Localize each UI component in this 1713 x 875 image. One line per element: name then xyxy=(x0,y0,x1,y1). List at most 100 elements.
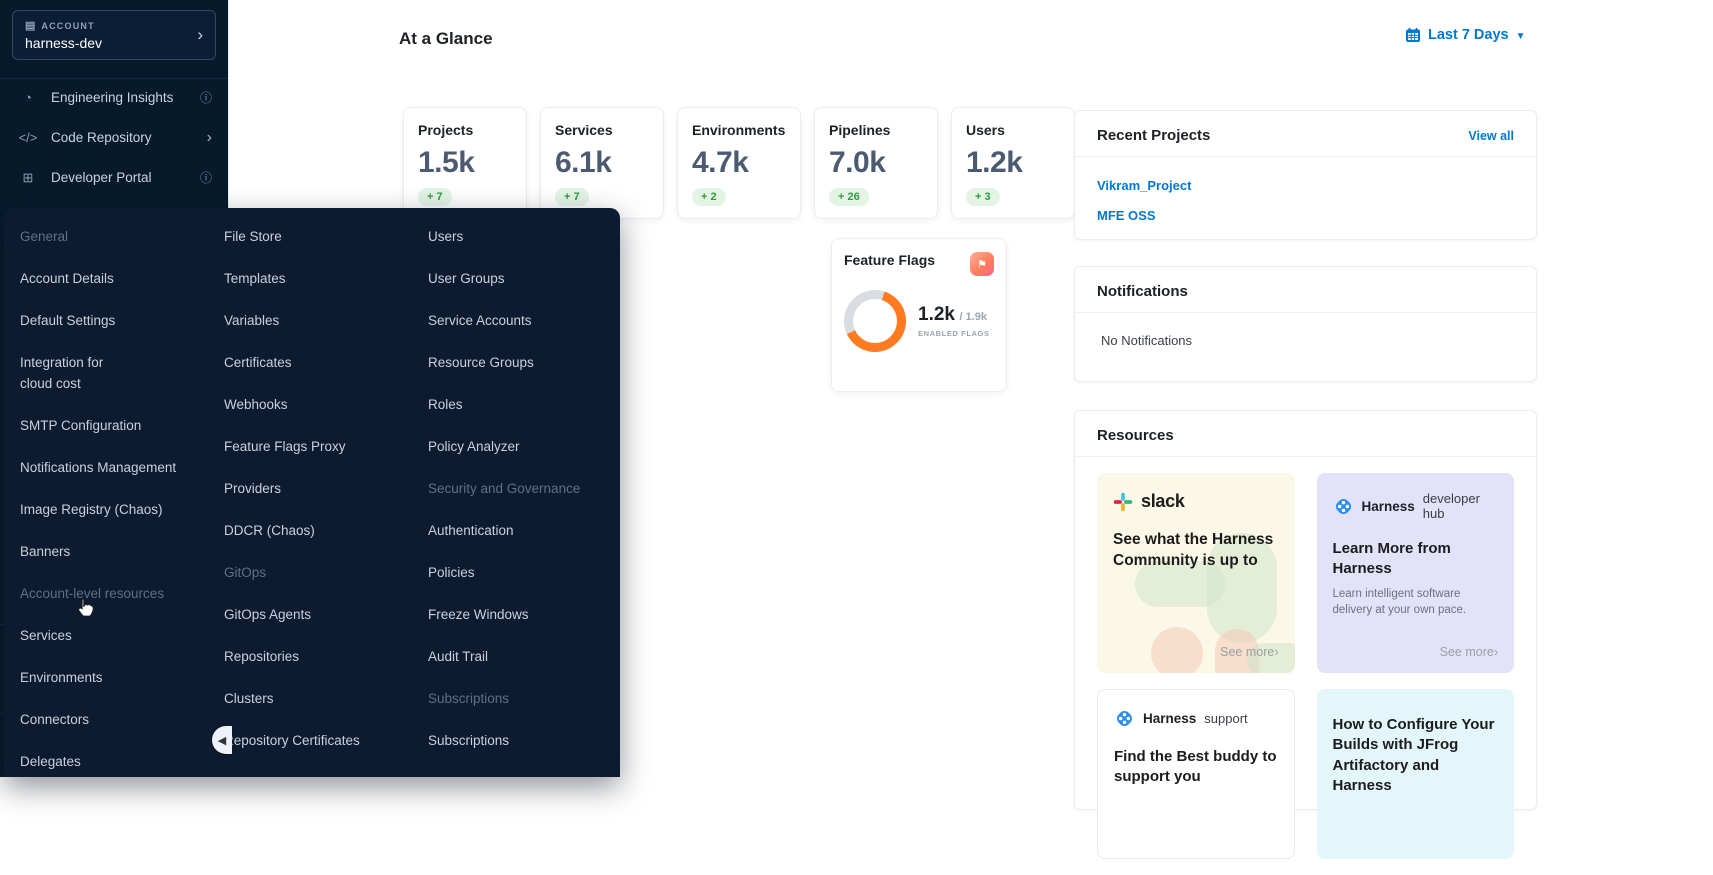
menu-item[interactable]: Certificates xyxy=(224,355,292,370)
decorative-shape xyxy=(1206,533,1277,643)
brand-suffix: support xyxy=(1204,711,1248,726)
recent-projects-title: Recent Projects xyxy=(1097,127,1211,144)
menu-item[interactable]: Connectors xyxy=(20,712,90,727)
menu-item[interactable]: Services xyxy=(20,628,72,643)
menu-item[interactable]: Repositories xyxy=(224,649,300,664)
mouse-cursor xyxy=(76,597,95,623)
account-selector[interactable]: ▤ ACCOUNT harness-dev › xyxy=(12,10,216,60)
resources-card: Resources slack See what the Harness Com… xyxy=(1074,410,1537,859)
sidebar-item[interactable]: ⊞ Developer Portal ⓘ xyxy=(0,158,228,198)
menu-section-header: Security and Governance xyxy=(428,481,581,496)
see-more-link[interactable]: See more› xyxy=(1220,645,1279,659)
info-icon[interactable]: ⓘ xyxy=(199,171,212,186)
feature-flags-card[interactable]: Feature Flags ⚑ 1.2k / 1.9k ENABLED FLAG… xyxy=(831,238,1007,392)
view-all-link[interactable]: View all xyxy=(1468,128,1514,143)
stat-card[interactable]: Pipelines 7.0k + 26 xyxy=(814,107,938,219)
chevron-right-icon: › xyxy=(197,25,203,44)
menu-item[interactable]: Roles xyxy=(428,397,463,412)
engineering-insights-icon: ◔ xyxy=(24,89,32,105)
chevron-right-icon: › xyxy=(1274,645,1279,659)
notifications-card: Notifications No Notifications xyxy=(1074,266,1537,382)
menu-item[interactable]: Delegates xyxy=(20,754,81,769)
sidebar-item-label: Code Repository xyxy=(51,130,152,146)
menu-item[interactable]: Templates xyxy=(224,271,286,286)
harness-logo-icon xyxy=(1114,708,1135,729)
stat-card[interactable]: Users 1.2k + 3 xyxy=(951,107,1075,219)
decorative-shape xyxy=(1150,627,1203,673)
menu-item[interactable]: Policies xyxy=(428,565,475,580)
menu-item[interactable]: Banners xyxy=(20,544,71,559)
menu-item[interactable]: Freeze Windows xyxy=(428,607,529,622)
stat-label: Users xyxy=(966,122,1005,138)
menu-item[interactable]: Service Accounts xyxy=(428,313,532,328)
menu-item[interactable]: Repository Certificates xyxy=(224,733,360,748)
menu-section-header: GitOps xyxy=(224,565,267,580)
menu-item[interactable]: Audit Trail xyxy=(428,649,489,664)
resource-card-slack-community[interactable]: slack See what the Harness Community is … xyxy=(1097,473,1295,673)
menu-item[interactable]: Integration for cloud cost xyxy=(20,355,104,391)
menu-item[interactable]: Variables xyxy=(224,313,280,328)
menu-item[interactable]: Feature Flags Proxy xyxy=(224,439,346,454)
date-range-picker[interactable]: Last 7 Days ▼ xyxy=(1405,27,1526,43)
sidebar-item[interactable]: </> Code Repository › xyxy=(0,117,228,157)
menu-item[interactable]: DDCR (Chaos) xyxy=(224,523,315,538)
menu-item[interactable]: Webhooks xyxy=(224,397,288,412)
caret-down-icon: ▼ xyxy=(1515,30,1526,42)
menu-item[interactable]: Notifications Management xyxy=(20,460,177,475)
stat-label: Services xyxy=(555,122,613,138)
decorative-shape xyxy=(1246,643,1295,673)
notifications-title: Notifications xyxy=(1097,283,1188,300)
menu-item[interactable]: Authentication xyxy=(428,523,514,538)
menu-item[interactable]: GitOps Agents xyxy=(224,607,312,622)
stat-value: 7.0k xyxy=(829,146,886,179)
menu-item[interactable]: Resource Groups xyxy=(428,355,534,370)
stat-card[interactable]: Environments 4.7k + 2 xyxy=(677,107,801,219)
menu-item[interactable]: Account Details xyxy=(20,271,114,286)
page-title: At a Glance xyxy=(399,29,493,48)
stat-value: 1.5k xyxy=(418,146,475,179)
menu-item[interactable]: SMTP Configuration xyxy=(20,418,142,433)
brand-name: Harness xyxy=(1361,498,1415,514)
menu-item[interactable]: Providers xyxy=(224,481,282,496)
menu-item[interactable]: Users xyxy=(428,229,464,244)
slack-wordmark: slack xyxy=(1141,491,1185,511)
stat-label: Pipelines xyxy=(829,122,891,138)
menu-item[interactable]: GnuPG Keys xyxy=(224,772,402,777)
sidebar-item-label: Engineering Insights xyxy=(51,89,174,105)
menu-item[interactable]: Clusters xyxy=(224,691,274,706)
slack-logo-icon xyxy=(1113,492,1133,512)
stat-value: 4.7k xyxy=(692,146,749,179)
see-more-link[interactable]: See more› xyxy=(1439,645,1498,659)
resource-card-subtitle: Learn intelligent software delivery at y… xyxy=(1332,587,1467,616)
menu-section-header: External Tickets xyxy=(428,772,604,777)
info-icon[interactable]: ⓘ xyxy=(199,90,212,105)
account-icon: ▤ xyxy=(25,20,36,32)
stat-card[interactable]: Projects 1.5k + 7 xyxy=(403,107,527,219)
sidebar-collapse-toggle[interactable]: ◀ xyxy=(212,726,232,754)
resource-card-support[interactable]: Harness support Find the Best buddy to s… xyxy=(1097,689,1295,859)
harness-logo-icon xyxy=(1333,496,1354,517)
menu-item[interactable]: Environments xyxy=(20,670,103,685)
menu-item[interactable]: File Store xyxy=(224,229,282,244)
sidebar-item-label: Developer Portal xyxy=(51,170,152,186)
menu-item[interactable]: Default Settings xyxy=(20,313,116,328)
stat-card[interactable]: Services 6.1k + 7 xyxy=(540,107,664,219)
stat-value: 6.1k xyxy=(555,146,612,179)
recent-project-link[interactable]: Vikram_Project xyxy=(1097,178,1192,193)
total-flags-value: / 1.9k xyxy=(959,311,987,324)
menu-item[interactable]: Image Registry (Chaos) xyxy=(20,502,163,517)
resource-card-developer-hub[interactable]: Harness developer hub Learn More from Ha… xyxy=(1316,473,1514,673)
calendar-icon xyxy=(1405,27,1421,43)
menu-item[interactable]: Policy Analyzer xyxy=(428,439,520,454)
menu-item[interactable]: Subscriptions xyxy=(428,733,510,748)
sidebar-item[interactable]: ◔ Engineering Insights ⓘ xyxy=(0,77,228,117)
menu-section-header: Account-level resources xyxy=(20,586,165,601)
resource-card-title: See what the Harness Community is up to xyxy=(1113,531,1274,569)
stat-value: 1.2k xyxy=(966,146,1023,179)
stat-label: Environments xyxy=(692,122,786,138)
recent-project-link[interactable]: MFE OSS xyxy=(1097,208,1156,223)
enabled-flags-value: 1.2k xyxy=(918,304,955,326)
menu-item[interactable]: User Groups xyxy=(428,271,505,286)
account-name: harness-dev xyxy=(25,35,103,51)
resource-card-jfrog-guide[interactable]: How to Configure Your Builds with JFrog … xyxy=(1316,689,1514,859)
